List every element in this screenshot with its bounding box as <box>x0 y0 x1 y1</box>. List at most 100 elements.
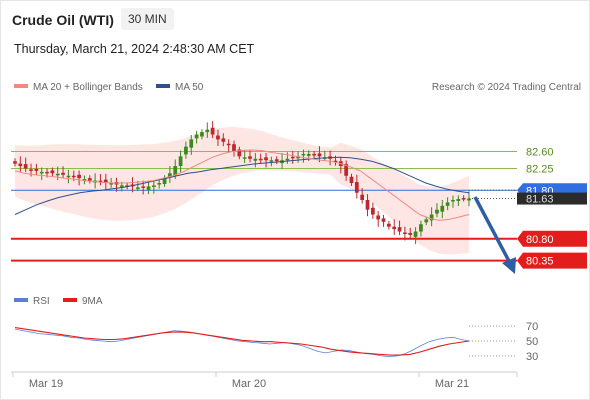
ma9-legend-swatch <box>63 298 77 302</box>
ma50-line <box>14 156 470 215</box>
candle-body <box>200 132 204 137</box>
candle-body <box>365 200 370 210</box>
candle-body <box>103 179 108 183</box>
candle-body <box>429 214 434 221</box>
candle-body <box>285 158 290 161</box>
candle-body <box>226 143 231 146</box>
candle-body <box>141 186 146 188</box>
candle-body <box>467 198 471 201</box>
candle-body <box>248 156 252 159</box>
chart-header: Crude Oil (WTI) 30 MIN <box>1 1 589 39</box>
rsi-ma-line <box>14 327 470 356</box>
instrument-title: Crude Oil (WTI) <box>12 12 114 28</box>
candle-body <box>82 179 87 181</box>
candle-body <box>435 209 439 214</box>
candle-body <box>189 139 194 148</box>
candle-body <box>296 156 300 159</box>
candle-body <box>242 157 247 159</box>
candle-body <box>317 153 322 157</box>
x-axis-label: Mar 20 <box>232 378 266 390</box>
candle-body <box>403 232 407 234</box>
candle-body <box>312 153 316 156</box>
candle-body <box>173 166 178 176</box>
chart-datetime: Thursday, March 21, 2024 2:48:30 AM CET <box>14 42 255 56</box>
ma50-legend-swatch <box>156 84 170 88</box>
ma50-legend-label: MA 50 <box>175 82 204 93</box>
rsi-tick-label: 50 <box>526 336 538 348</box>
candle-body <box>184 146 188 155</box>
candle-body <box>39 171 44 174</box>
candle-body <box>109 183 114 185</box>
resistance-label: 82.60 <box>526 147 554 159</box>
candle-body <box>66 175 71 178</box>
candle-body <box>451 200 455 202</box>
candle-body <box>424 219 429 223</box>
candle-body <box>264 157 268 161</box>
resistance-label: 82.25 <box>526 163 554 175</box>
candle-body <box>253 158 258 161</box>
candle-body <box>269 160 274 162</box>
candle-body <box>23 164 28 169</box>
rsi-tick-label: 70 <box>526 321 538 333</box>
forecast-arrow <box>473 196 516 274</box>
candle-body <box>18 163 23 167</box>
candle-body <box>445 202 450 206</box>
candle-body <box>45 171 49 174</box>
candle-body <box>290 156 295 159</box>
candle-body <box>194 134 199 139</box>
candle-body <box>392 226 397 230</box>
timeframe-badge[interactable]: 30 MIN <box>121 8 174 30</box>
candle-body <box>333 160 338 163</box>
support-label: 80.35 <box>526 256 554 268</box>
candle-body <box>55 173 60 176</box>
candle-body <box>13 161 17 164</box>
candle-body <box>135 187 140 189</box>
candle-body <box>349 176 354 184</box>
candle-body <box>408 232 413 235</box>
forecast-arrow-head <box>502 257 516 274</box>
last-price-label: 81.63 <box>526 194 554 206</box>
ma9-legend-label: 9MA <box>82 296 103 307</box>
candle-body <box>274 159 279 162</box>
ma20-line <box>14 149 470 221</box>
candle-body <box>34 168 39 171</box>
candle-body <box>29 169 33 171</box>
candle-body <box>360 194 365 200</box>
support-label: 80.80 <box>526 234 554 246</box>
candle-body <box>456 199 461 201</box>
rsi-tick-label: 30 <box>526 351 538 363</box>
candle-body <box>71 175 76 178</box>
x-axis-label: Mar 19 <box>29 378 63 390</box>
candle-body <box>370 207 375 215</box>
candles <box>13 121 471 245</box>
forecast-arrow-shaft <box>473 196 512 264</box>
candle-body <box>119 185 124 187</box>
candle-body <box>178 156 183 167</box>
candle-body <box>87 178 92 181</box>
candle-body <box>205 129 210 133</box>
rsi-legend-swatch <box>14 298 28 302</box>
candle-body <box>440 205 445 212</box>
candle-body <box>50 170 55 174</box>
moving-averages <box>14 149 470 221</box>
x-axis: Mar 19 Mar 20 Mar 21 <box>12 372 518 390</box>
last-price-tag <box>517 192 587 205</box>
candle-body <box>344 164 349 176</box>
rsi-line <box>14 328 470 358</box>
x-axis-label: Mar 21 <box>435 378 469 390</box>
level-lines <box>11 151 517 262</box>
candle-body <box>157 183 162 185</box>
candle-body <box>221 138 226 142</box>
candle-body <box>146 186 151 190</box>
candle-body <box>210 127 215 135</box>
rsi-panel: 70 50 30 <box>14 321 538 363</box>
candle-body <box>77 174 81 179</box>
candle-body <box>419 224 423 232</box>
candle-body <box>354 182 359 193</box>
candle-body <box>376 215 381 220</box>
candle-body <box>397 227 402 232</box>
candle-body <box>216 135 220 140</box>
